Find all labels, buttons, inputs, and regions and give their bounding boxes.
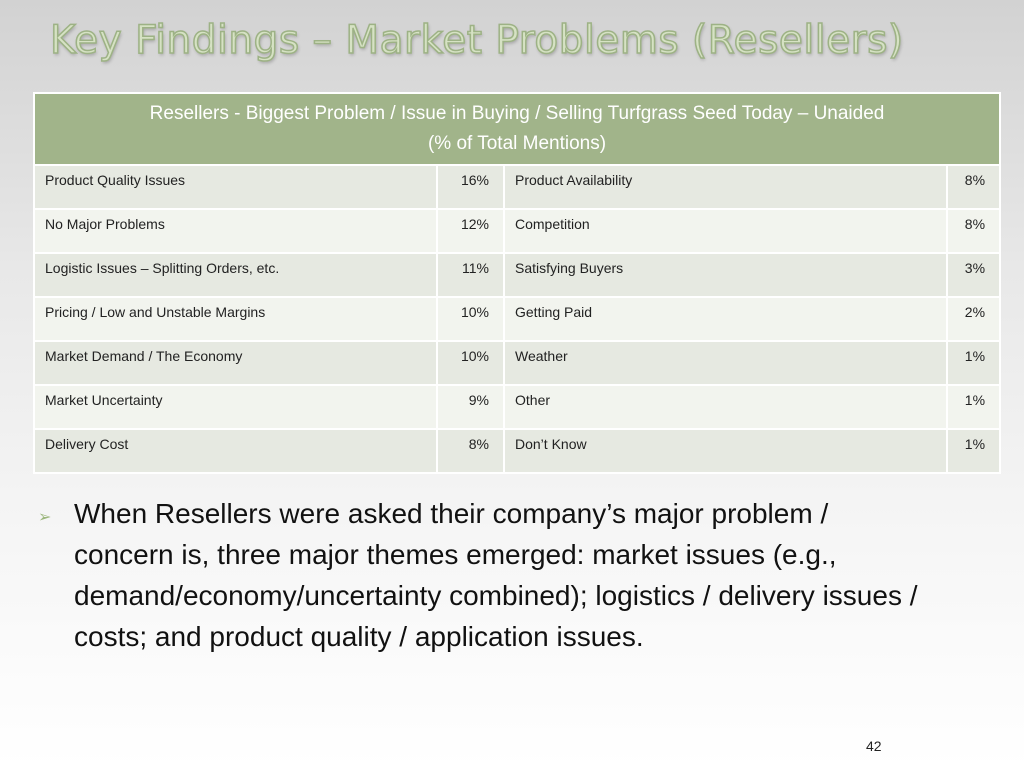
left-issue-label: Market Demand / The Economy xyxy=(33,340,438,386)
table-header-row: Resellers - Biggest Problem / Issue in B… xyxy=(32,92,1002,166)
table-row: Pricing / Low and Unstable Margins 10% G… xyxy=(33,296,1002,342)
left-issue-label: Delivery Cost xyxy=(33,428,438,474)
left-issue-label: No Major Problems xyxy=(33,208,438,254)
left-issue-label: Product Quality Issues xyxy=(33,164,438,210)
findings-table: Resellers - Biggest Problem / Issue in B… xyxy=(32,92,1002,474)
right-issue-label: Getting Paid xyxy=(503,296,948,342)
findings-bullet: ➢ When Resellers were asked their compan… xyxy=(38,493,938,657)
right-issue-percent: 1% xyxy=(945,384,1002,430)
right-issue-label: Weather xyxy=(503,340,948,386)
left-issue-percent: 11% xyxy=(436,252,505,298)
table-row: Delivery Cost 8% Don’t Know 1% xyxy=(33,428,1002,474)
left-issue-percent: 9% xyxy=(436,384,505,430)
bullet-text: When Resellers were asked their company’… xyxy=(74,498,918,652)
table-row: Product Quality Issues 16% Product Avail… xyxy=(33,164,1002,210)
left-issue-label: Logistic Issues – Splitting Orders, etc. xyxy=(33,252,438,298)
table-header-subtitle: (% of Total Mentions) xyxy=(427,133,607,154)
table-header: Resellers - Biggest Problem / Issue in B… xyxy=(32,92,1002,166)
right-issue-label: Don’t Know xyxy=(503,428,948,474)
right-issue-label: Product Availability xyxy=(503,164,948,210)
right-issue-percent: 3% xyxy=(945,252,1002,298)
right-issue-label: Satisfying Buyers xyxy=(503,252,948,298)
table-header-title: Resellers - Biggest Problem / Issue in B… xyxy=(149,103,885,124)
left-issue-percent: 10% xyxy=(436,340,505,386)
right-issue-label: Competition xyxy=(503,208,948,254)
left-issue-label: Pricing / Low and Unstable Margins xyxy=(33,296,438,342)
right-issue-label: Other xyxy=(503,384,948,430)
left-issue-percent: 12% xyxy=(436,208,505,254)
right-issue-percent: 1% xyxy=(945,340,1002,386)
right-issue-percent: 8% xyxy=(945,164,1002,210)
table-row: No Major Problems 12% Competition 8% xyxy=(33,208,1002,254)
table-row: Market Uncertainty 9% Other 1% xyxy=(33,384,1002,430)
left-issue-label: Market Uncertainty xyxy=(33,384,438,430)
right-issue-percent: 8% xyxy=(945,208,1002,254)
left-issue-percent: 10% xyxy=(436,296,505,342)
table-row: Logistic Issues – Splitting Orders, etc.… xyxy=(33,252,1002,298)
left-issue-percent: 8% xyxy=(436,428,505,474)
right-issue-percent: 2% xyxy=(945,296,1002,342)
left-issue-percent: 16% xyxy=(436,164,505,210)
table-row: Market Demand / The Economy 10% Weather … xyxy=(33,340,1002,386)
page-number: 42 xyxy=(866,738,882,754)
right-issue-percent: 1% xyxy=(945,428,1002,474)
arrow-bullet-icon: ➢ xyxy=(38,509,52,526)
slide-title: Key Findings – Market Problems (Reseller… xyxy=(49,17,904,64)
